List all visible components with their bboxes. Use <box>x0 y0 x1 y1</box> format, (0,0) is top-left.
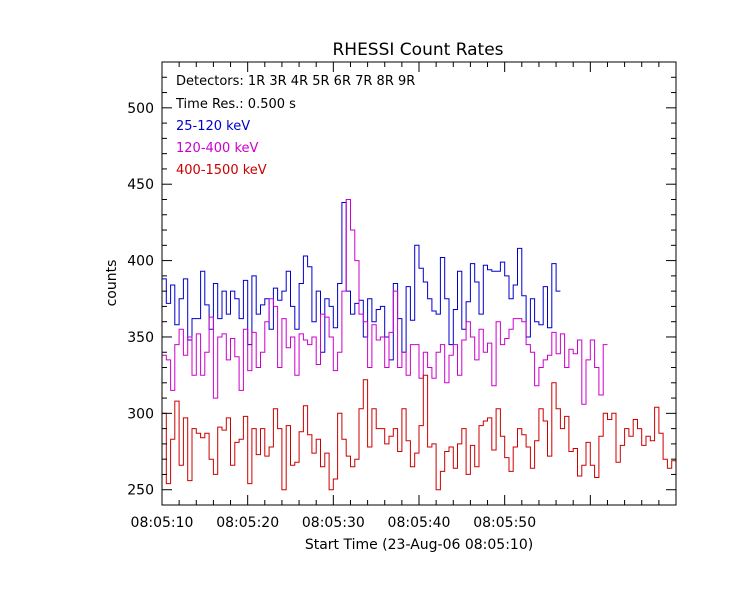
y-axis-label: counts <box>104 260 120 307</box>
plot-area: 250 300 350 400 450 500 08:05:10 08:05:20 08:05:… <box>127 61 677 531</box>
series-line-400-1500-kev <box>162 374 676 491</box>
x-axis-label: Start Time (23-Aug-06 08:05:10) <box>305 537 533 553</box>
y-tick-label: 350 <box>127 330 154 346</box>
x-tick-label: 08:05:30 <box>302 515 365 531</box>
y-tick-label: 400 <box>127 254 154 270</box>
y-tick-label: 450 <box>127 177 154 193</box>
legend-entry-400-1500kev: 400-1500 keV <box>176 163 267 178</box>
y-tick-label: 250 <box>127 483 154 499</box>
x-tick-label: 08:05:10 <box>131 515 194 531</box>
tick-layer: 250 300 350 400 450 500 08:05:10 08:05:20 08:05:… <box>127 61 676 531</box>
series-line-25-120-kev <box>162 202 561 361</box>
series-line-120-400-kev <box>162 199 608 405</box>
legend-entry-120-400kev: 120-400 keV <box>176 141 259 156</box>
legend-entry-25-120kev: 25-120 keV <box>176 119 250 134</box>
x-tick-label: 08:05:40 <box>388 515 451 531</box>
x-tick-label: 08:05:20 <box>216 515 279 531</box>
x-tick-label: 08:05:50 <box>473 515 536 531</box>
series-layer <box>162 199 676 491</box>
legend: Detectors: 1R 3R 4R 5R 6R 7R 8R 9R Time … <box>175 74 415 178</box>
chart-title: RHESSI Count Rates <box>332 40 503 60</box>
time-resolution-label: Time Res.: 0.500 s <box>175 97 296 112</box>
y-tick-label: 500 <box>127 101 154 117</box>
detectors-label: Detectors: 1R 3R 4R 5R 6R 7R 8R 9R <box>176 74 415 89</box>
y-tick-label: 300 <box>127 406 154 422</box>
